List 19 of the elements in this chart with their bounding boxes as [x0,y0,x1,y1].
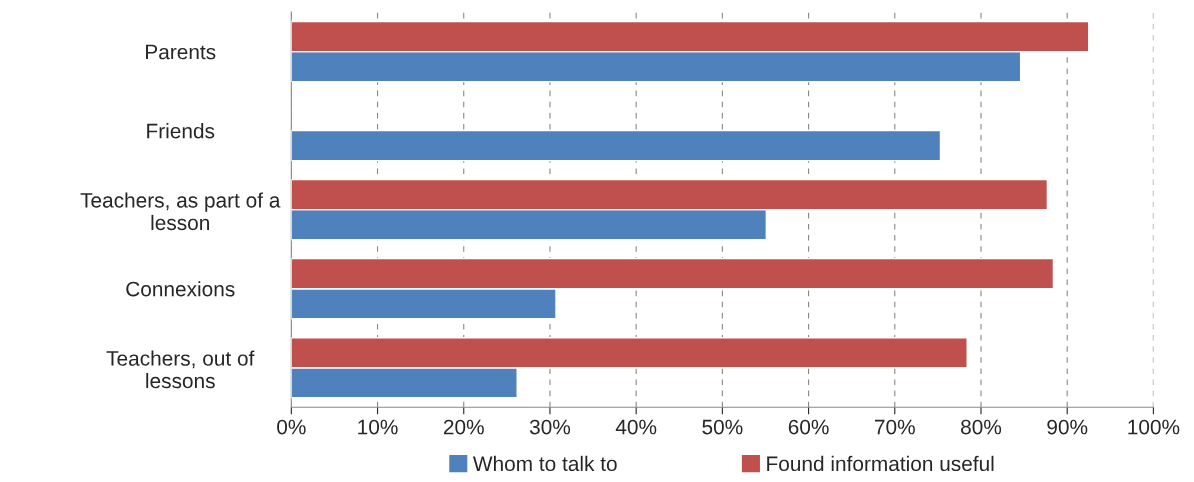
x-tick-label: 10% [358,419,398,435]
y-tick-label: Connexions [126,281,235,297]
y-tick-label: Parents [146,44,216,60]
x-tick-label: 100% [1128,419,1180,435]
bar [291,129,942,162]
x-tick-label: 70% [875,419,915,435]
x-tick-label: 90% [1047,419,1088,435]
x-tick-label: 80% [961,419,1002,435]
x-tick-label: 30% [529,419,571,435]
y-tick-label: Teachers, out of lessons [106,350,255,389]
legend-label: Found information useful [767,455,994,472]
y-tick-label: Teachers, as part of a lesson [80,192,281,231]
x-tick-label: 50% [702,419,743,435]
x-tick-label: 60% [788,419,829,435]
x-tick-label: 40% [615,419,657,435]
x-tick-label: 20% [443,419,484,435]
x-tick-label: 0% [277,419,306,435]
y-tick-label: Friends [147,123,215,139]
legend-label: Whom to talk to [472,455,617,472]
